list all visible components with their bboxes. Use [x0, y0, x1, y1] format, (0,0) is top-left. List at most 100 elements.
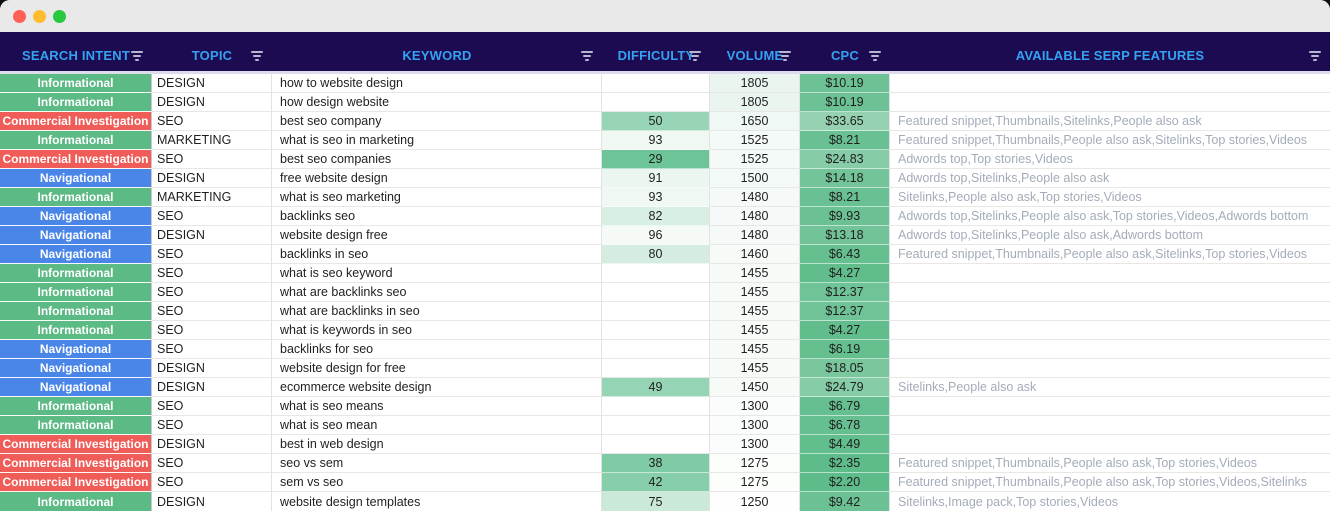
keyword-cell[interactable]: backlinks for seo	[272, 340, 602, 359]
cpc-cell[interactable]: $12.37	[800, 302, 890, 321]
topic-cell[interactable]: SEO	[152, 264, 272, 283]
search-intent-cell[interactable]: Commercial Investigation	[0, 112, 152, 131]
keyword-cell[interactable]: ecommerce website design	[272, 378, 602, 397]
cpc-cell[interactable]: $4.49	[800, 435, 890, 454]
search-intent-cell[interactable]: Navigational	[0, 340, 152, 359]
volume-cell[interactable]: 1525	[710, 131, 800, 150]
keyword-cell[interactable]: what is seo mean	[272, 416, 602, 435]
topic-cell[interactable]: DESIGN	[152, 93, 272, 112]
serp-features-cell[interactable]: Sitelinks,People also ask	[890, 378, 1330, 397]
search-intent-cell[interactable]: Commercial Investigation	[0, 435, 152, 454]
search-intent-cell[interactable]: Informational	[0, 264, 152, 283]
search-intent-cell[interactable]: Informational	[0, 416, 152, 435]
volume-cell[interactable]: 1650	[710, 112, 800, 131]
topic-cell[interactable]: SEO	[152, 150, 272, 169]
filter-icon[interactable]	[1308, 51, 1321, 61]
keyword-cell[interactable]: how to website design	[272, 74, 602, 93]
topic-cell[interactable]: SEO	[152, 302, 272, 321]
cpc-cell[interactable]: $4.27	[800, 264, 890, 283]
column-header-cpc[interactable]: CPC	[800, 32, 890, 71]
search-intent-cell[interactable]: Navigational	[0, 378, 152, 397]
volume-cell[interactable]: 1480	[710, 226, 800, 245]
serp-features-cell[interactable]	[890, 359, 1330, 378]
topic-cell[interactable]: DESIGN	[152, 74, 272, 93]
topic-cell[interactable]: DESIGN	[152, 169, 272, 188]
cpc-cell[interactable]: $10.19	[800, 93, 890, 112]
difficulty-cell[interactable]	[602, 397, 710, 416]
difficulty-cell[interactable]	[602, 264, 710, 283]
keyword-cell[interactable]: website design for free	[272, 359, 602, 378]
difficulty-cell[interactable]: 50	[602, 112, 710, 131]
difficulty-cell[interactable]: 49	[602, 378, 710, 397]
difficulty-cell[interactable]	[602, 435, 710, 454]
difficulty-cell[interactable]: 82	[602, 207, 710, 226]
topic-cell[interactable]: SEO	[152, 416, 272, 435]
cpc-cell[interactable]: $6.19	[800, 340, 890, 359]
volume-cell[interactable]: 1455	[710, 340, 800, 359]
search-intent-cell[interactable]: Informational	[0, 492, 152, 511]
column-header-keyword[interactable]: KEYWORD	[272, 32, 602, 71]
topic-cell[interactable]: SEO	[152, 207, 272, 226]
keyword-cell[interactable]: best in web design	[272, 435, 602, 454]
column-header-volume[interactable]: VOLUME	[710, 32, 800, 71]
cpc-cell[interactable]: $9.42	[800, 492, 890, 511]
volume-cell[interactable]: 1300	[710, 416, 800, 435]
keyword-cell[interactable]: what is seo in marketing	[272, 131, 602, 150]
difficulty-cell[interactable]	[602, 93, 710, 112]
cpc-cell[interactable]: $6.43	[800, 245, 890, 264]
topic-cell[interactable]: DESIGN	[152, 492, 272, 511]
search-intent-cell[interactable]: Informational	[0, 188, 152, 207]
volume-cell[interactable]: 1275	[710, 473, 800, 492]
keyword-cell[interactable]: what are backlinks seo	[272, 283, 602, 302]
search-intent-cell[interactable]: Informational	[0, 93, 152, 112]
search-intent-cell[interactable]: Navigational	[0, 226, 152, 245]
difficulty-cell[interactable]	[602, 359, 710, 378]
difficulty-cell[interactable]	[602, 416, 710, 435]
topic-cell[interactable]: SEO	[152, 321, 272, 340]
serp-features-cell[interactable]	[890, 397, 1330, 416]
topic-cell[interactable]: SEO	[152, 245, 272, 264]
difficulty-cell[interactable]: 91	[602, 169, 710, 188]
volume-cell[interactable]: 1455	[710, 359, 800, 378]
keyword-cell[interactable]: best seo company	[272, 112, 602, 131]
topic-cell[interactable]: SEO	[152, 340, 272, 359]
topic-cell[interactable]: SEO	[152, 283, 272, 302]
difficulty-cell[interactable]	[602, 321, 710, 340]
filter-icon[interactable]	[688, 51, 701, 61]
volume-cell[interactable]: 1455	[710, 264, 800, 283]
keyword-cell[interactable]: what is keywords in seo	[272, 321, 602, 340]
volume-cell[interactable]: 1455	[710, 283, 800, 302]
volume-cell[interactable]: 1480	[710, 188, 800, 207]
topic-cell[interactable]: MARKETING	[152, 188, 272, 207]
column-header-difficulty[interactable]: DIFFICULTY	[602, 32, 710, 71]
difficulty-cell[interactable]: 42	[602, 473, 710, 492]
serp-features-cell[interactable]	[890, 435, 1330, 454]
filter-icon[interactable]	[580, 51, 593, 61]
search-intent-cell[interactable]: Navigational	[0, 359, 152, 378]
serp-features-cell[interactable]: Adwords top,Sitelinks,People also ask,To…	[890, 207, 1330, 226]
filter-icon[interactable]	[868, 51, 881, 61]
cpc-cell[interactable]: $14.18	[800, 169, 890, 188]
difficulty-cell[interactable]: 93	[602, 131, 710, 150]
keyword-cell[interactable]: backlinks seo	[272, 207, 602, 226]
cpc-cell[interactable]: $10.19	[800, 74, 890, 93]
topic-cell[interactable]: DESIGN	[152, 226, 272, 245]
serp-features-cell[interactable]	[890, 302, 1330, 321]
cpc-cell[interactable]: $9.93	[800, 207, 890, 226]
volume-cell[interactable]: 1805	[710, 74, 800, 93]
topic-cell[interactable]: DESIGN	[152, 378, 272, 397]
serp-features-cell[interactable]	[890, 340, 1330, 359]
keyword-cell[interactable]: backlinks in seo	[272, 245, 602, 264]
search-intent-cell[interactable]: Informational	[0, 74, 152, 93]
difficulty-cell[interactable]: 75	[602, 492, 710, 511]
serp-features-cell[interactable]: Sitelinks,Image pack,Top stories,Videos	[890, 492, 1330, 511]
topic-cell[interactable]: SEO	[152, 473, 272, 492]
topic-cell[interactable]: DESIGN	[152, 435, 272, 454]
difficulty-cell[interactable]: 29	[602, 150, 710, 169]
search-intent-cell[interactable]: Informational	[0, 397, 152, 416]
keyword-cell[interactable]: how design website	[272, 93, 602, 112]
zoom-button[interactable]	[53, 9, 66, 23]
volume-cell[interactable]: 1500	[710, 169, 800, 188]
cpc-cell[interactable]: $4.27	[800, 321, 890, 340]
serp-features-cell[interactable]	[890, 321, 1330, 340]
